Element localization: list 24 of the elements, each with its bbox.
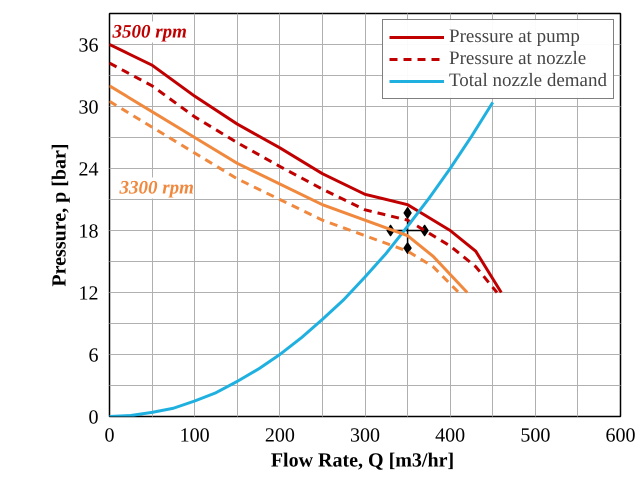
x-tick-label: 200 — [264, 424, 295, 446]
y-tick-label: 18 — [78, 220, 98, 242]
legend-label: Total nozzle demand — [449, 70, 607, 92]
x-tick-label: 400 — [435, 424, 466, 446]
x-tick-label: 100 — [180, 424, 210, 446]
x-axis-title: Flow Rate, Q [m3/hr] — [270, 450, 454, 472]
x-tick-label: 500 — [520, 424, 550, 446]
y-tick-label: 0 — [88, 406, 98, 428]
y-axis-title: Pressure, p [bar] — [48, 143, 70, 287]
point — [403, 206, 412, 219]
x-tick-label: 600 — [606, 424, 636, 446]
legend-label: Pressure at pump — [449, 26, 580, 48]
y-tick-label: 36 — [78, 34, 98, 56]
annotation: 3300 rpm — [118, 178, 194, 198]
annotation: 3500 rpm — [112, 22, 187, 42]
y-tick-label: 12 — [78, 282, 98, 304]
legend-label: Pressure at nozzle — [449, 48, 586, 70]
line-series — [110, 100, 494, 416]
y-tick-label: 24 — [78, 158, 98, 180]
point — [403, 242, 412, 254]
y-tick-label: 6 — [88, 344, 98, 366]
x-tick-label: 0 — [104, 424, 114, 446]
x-tick-label: 300 — [350, 424, 380, 446]
y-tick-label: 30 — [78, 96, 98, 118]
